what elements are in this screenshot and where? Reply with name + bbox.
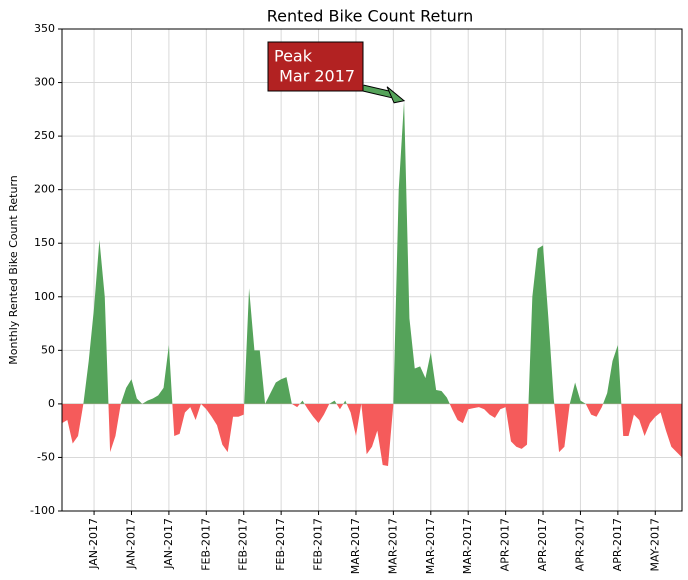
y-tick-label: -100 — [30, 504, 55, 517]
y-tick-label: 50 — [41, 343, 55, 356]
y-tick-label: 100 — [34, 290, 55, 303]
y-tick-label: 350 — [34, 22, 55, 35]
annotation-box — [267, 41, 364, 92]
y-tick-label: 0 — [48, 397, 55, 410]
x-tick-label: FEB-2017 — [199, 518, 212, 571]
annotation-text: Peak — [274, 47, 313, 66]
x-tick-label: APR-2017 — [499, 518, 512, 571]
y-tick-label: -50 — [37, 450, 55, 463]
x-tick-label: APR-2017 — [611, 518, 624, 571]
annotation-text: Mar 2017 — [274, 67, 355, 86]
y-tick-label: 150 — [34, 236, 55, 249]
y-axis-label: Monthly Rented Bike Count Return — [7, 175, 20, 365]
x-tick-label: FEB-2017 — [237, 518, 250, 571]
x-tick-label: APR-2017 — [536, 518, 549, 571]
x-tick-label: JAN-2017 — [87, 518, 100, 570]
plot-frame — [61, 28, 683, 512]
chart-title: Rented Bike Count Return — [267, 7, 473, 26]
x-tick-label: MAR-2017 — [349, 518, 362, 574]
x-tick-label: APR-2017 — [573, 518, 586, 571]
x-tick-label: MAR-2017 — [424, 518, 437, 574]
y-tick-label: 300 — [34, 76, 55, 89]
annotation-arrow — [362, 85, 393, 98]
annotation-arrowhead — [386, 86, 406, 104]
y-tick-label: 250 — [34, 129, 55, 142]
x-tick-label: JAN-2017 — [162, 518, 175, 570]
x-tick-label: FEB-2017 — [274, 518, 287, 571]
x-tick-label: FEB-2017 — [312, 518, 325, 571]
y-tick-label: 200 — [34, 183, 55, 196]
x-tick-label: JAN-2017 — [124, 518, 137, 570]
negative-area — [62, 403, 682, 467]
x-tick-label: MAY-2017 — [648, 518, 661, 572]
x-tick-label: MAR-2017 — [461, 518, 474, 574]
x-tick-label: MAR-2017 — [386, 518, 399, 574]
